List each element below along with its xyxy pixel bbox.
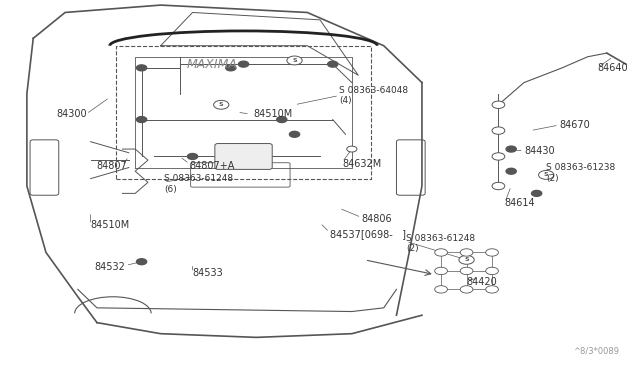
Circle shape bbox=[214, 100, 229, 109]
Circle shape bbox=[492, 153, 505, 160]
Text: 84807: 84807 bbox=[97, 161, 127, 171]
Text: S 08363-64048
(4): S 08363-64048 (4) bbox=[339, 86, 408, 105]
Circle shape bbox=[289, 131, 300, 137]
FancyBboxPatch shape bbox=[215, 144, 272, 169]
Text: 84670: 84670 bbox=[559, 120, 589, 130]
Text: S 08363-61238
(2): S 08363-61238 (2) bbox=[546, 163, 616, 183]
Circle shape bbox=[506, 168, 516, 174]
Circle shape bbox=[492, 127, 505, 134]
Circle shape bbox=[539, 170, 554, 179]
Text: 84807+A: 84807+A bbox=[189, 161, 235, 171]
Text: S 08363-61248
(6): S 08363-61248 (6) bbox=[164, 174, 233, 194]
Text: 84533: 84533 bbox=[193, 268, 223, 278]
Text: 84300: 84300 bbox=[57, 109, 88, 119]
Circle shape bbox=[136, 65, 147, 71]
Circle shape bbox=[486, 286, 499, 293]
Text: S 08363-61248
(2): S 08363-61248 (2) bbox=[406, 234, 475, 253]
Text: 84537[0698-   ]: 84537[0698- ] bbox=[330, 229, 406, 239]
Text: S: S bbox=[219, 102, 223, 107]
Circle shape bbox=[435, 267, 447, 275]
Circle shape bbox=[532, 190, 541, 196]
Circle shape bbox=[486, 267, 499, 275]
Text: ^8/3*0089: ^8/3*0089 bbox=[573, 347, 620, 356]
Text: 84510M: 84510M bbox=[253, 109, 292, 119]
Circle shape bbox=[347, 146, 357, 152]
Circle shape bbox=[486, 249, 499, 256]
Circle shape bbox=[226, 65, 236, 71]
Circle shape bbox=[276, 116, 287, 122]
Circle shape bbox=[435, 286, 447, 293]
Circle shape bbox=[492, 182, 505, 190]
Circle shape bbox=[506, 146, 516, 152]
Text: S: S bbox=[292, 58, 297, 63]
Text: 84614: 84614 bbox=[505, 198, 536, 208]
Circle shape bbox=[460, 249, 473, 256]
Text: 84420: 84420 bbox=[467, 277, 497, 287]
Text: 84632M: 84632M bbox=[342, 159, 381, 169]
Circle shape bbox=[136, 259, 147, 264]
Circle shape bbox=[459, 256, 474, 264]
Circle shape bbox=[460, 267, 473, 275]
Text: S: S bbox=[544, 173, 548, 177]
Text: 84532: 84532 bbox=[95, 262, 125, 272]
Circle shape bbox=[435, 249, 447, 256]
Text: 84640: 84640 bbox=[597, 63, 628, 73]
Circle shape bbox=[328, 61, 338, 67]
Text: MAXIMA: MAXIMA bbox=[186, 58, 237, 71]
Text: 84430: 84430 bbox=[524, 146, 554, 156]
Circle shape bbox=[188, 154, 198, 160]
Text: 84510M: 84510M bbox=[91, 220, 130, 230]
Text: S: S bbox=[464, 257, 469, 262]
Circle shape bbox=[492, 101, 505, 109]
Circle shape bbox=[460, 286, 473, 293]
Circle shape bbox=[287, 56, 302, 65]
Text: 84806: 84806 bbox=[362, 214, 392, 224]
Circle shape bbox=[239, 61, 248, 67]
Circle shape bbox=[136, 116, 147, 122]
